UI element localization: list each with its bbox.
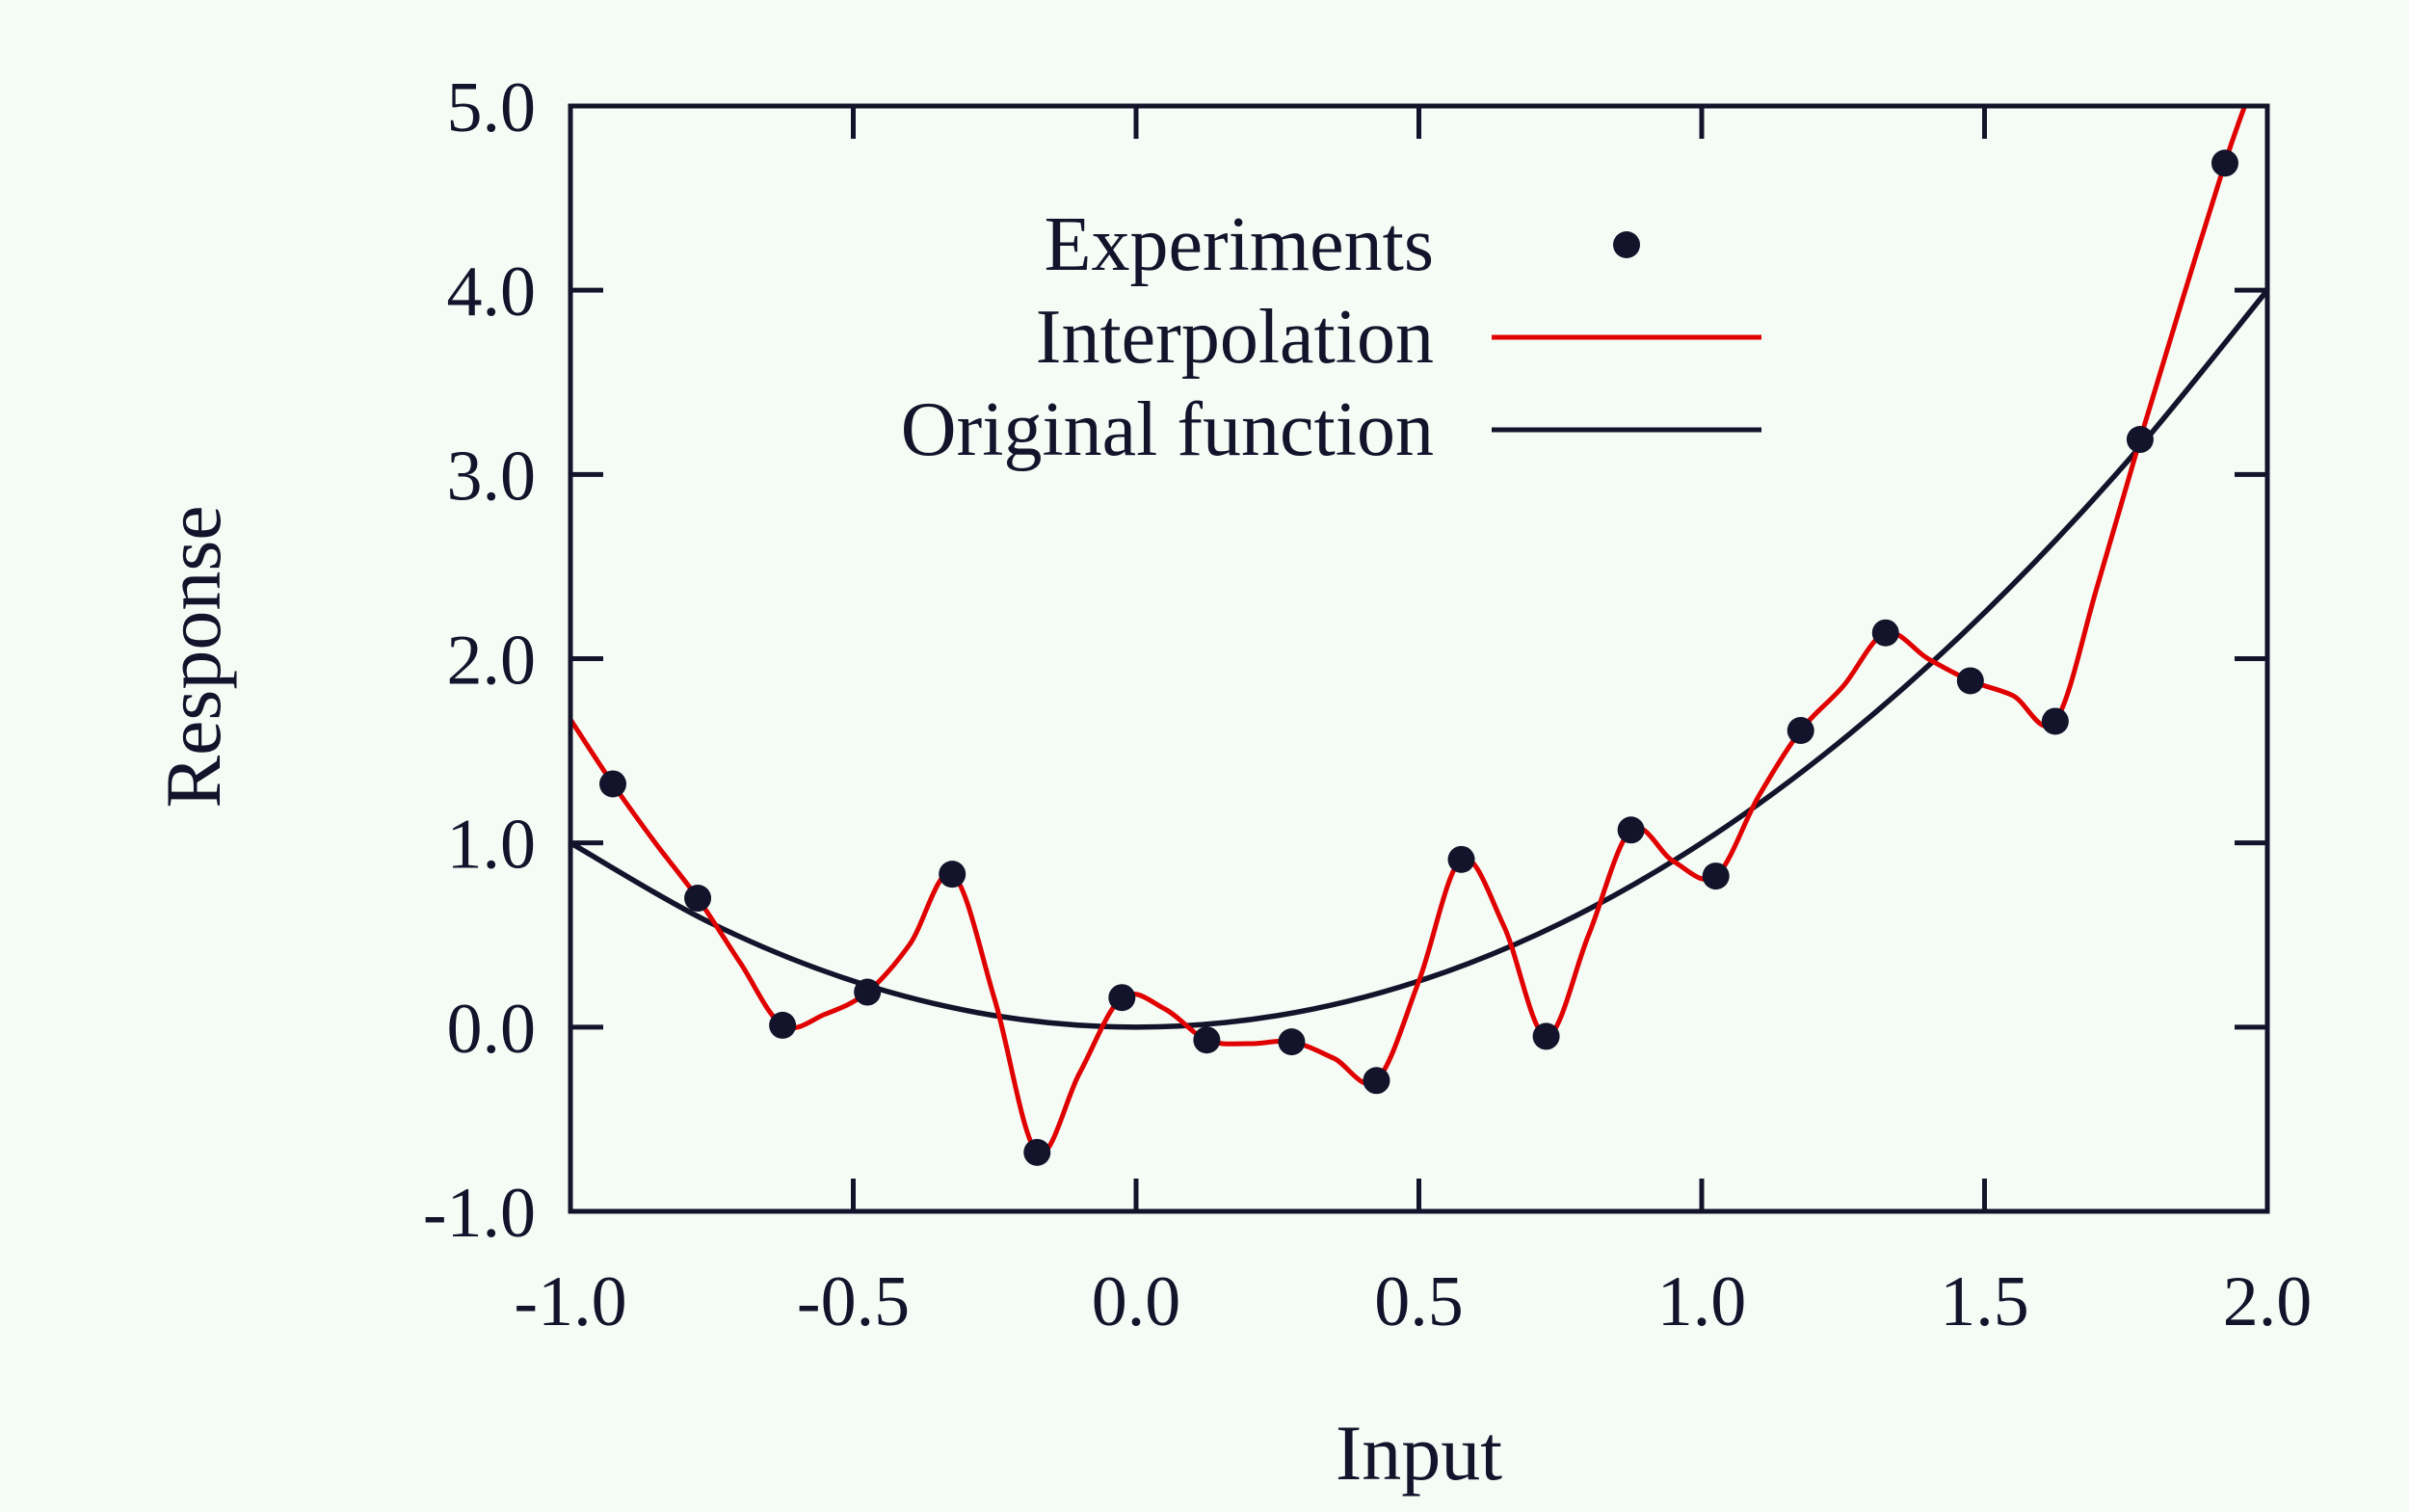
experiment-point xyxy=(2126,426,2154,454)
x-tick-label: 0.0 xyxy=(1092,1262,1181,1341)
experiment-point xyxy=(599,770,627,798)
x-axis-title: Input xyxy=(1336,1409,1502,1497)
plot-layer xyxy=(570,106,2267,1166)
x-tick-label: 1.5 xyxy=(1940,1262,2029,1341)
experiment-point xyxy=(1363,1067,1390,1095)
experiment-point xyxy=(2041,707,2069,735)
x-tick-label: -1.0 xyxy=(514,1262,626,1341)
experiment-point xyxy=(1617,816,1645,844)
x-tick-label: -0.5 xyxy=(797,1262,910,1341)
legend-label-experiments: Experiments xyxy=(1045,202,1434,287)
experiment-point xyxy=(2210,149,2238,177)
legend-marker-experiments xyxy=(1613,231,1640,258)
experiment-point xyxy=(1871,619,1899,647)
y-tick-label: 3.0 xyxy=(447,437,537,516)
experiment-point xyxy=(1956,667,1984,695)
original-function-line xyxy=(570,287,2267,1030)
experiment-point xyxy=(769,1011,797,1039)
x-tick-label: 2.0 xyxy=(2223,1262,2313,1341)
legend-label-original-function: Original function xyxy=(901,387,1434,472)
y-tick-label: 0.0 xyxy=(447,990,537,1069)
x-tick-label: 0.5 xyxy=(1374,1262,1464,1341)
experiment-point xyxy=(1023,1138,1051,1166)
y-tick-label: 1.0 xyxy=(447,806,537,885)
y-axis-title: Response xyxy=(149,505,237,808)
experiment-point xyxy=(939,861,966,889)
x-tick-label: 1.0 xyxy=(1657,1262,1747,1341)
experiment-point xyxy=(1447,845,1475,873)
y-tick-label: 4.0 xyxy=(447,252,537,332)
y-tick-label: 2.0 xyxy=(447,622,537,701)
experiment-point xyxy=(684,885,712,913)
experiment-point xyxy=(1108,984,1136,1012)
legend-label-interpolation: Interpolation xyxy=(1036,295,1434,380)
experiment-point xyxy=(854,978,882,1006)
y-tick-label: 5.0 xyxy=(447,68,537,147)
experiment-point xyxy=(1278,1028,1306,1056)
experiment-point xyxy=(1193,1026,1221,1054)
experiment-point xyxy=(1702,862,1730,890)
axes: -1.0 -0.5 0.0 0.5 1.0 1.5 2.0 -1.0 0.0 1.0 2.0 3.0 4… xyxy=(149,68,2312,1497)
experiment-point xyxy=(1787,717,1814,745)
interpolation-line xyxy=(570,106,2248,1156)
y-tick-label: -1.0 xyxy=(423,1174,536,1253)
experiment-point xyxy=(1532,1022,1560,1050)
